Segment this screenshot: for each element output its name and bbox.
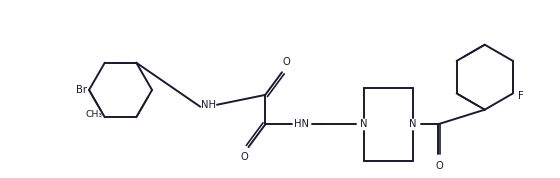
Text: F: F bbox=[518, 91, 524, 101]
Text: N: N bbox=[360, 119, 367, 129]
Text: CH₃: CH₃ bbox=[86, 110, 103, 119]
Text: O: O bbox=[436, 161, 444, 171]
Text: HN: HN bbox=[294, 119, 309, 129]
Text: NH: NH bbox=[200, 100, 216, 110]
Text: O: O bbox=[241, 152, 249, 162]
Text: Br: Br bbox=[76, 85, 87, 95]
Text: O: O bbox=[282, 57, 290, 67]
Text: N: N bbox=[409, 119, 417, 129]
